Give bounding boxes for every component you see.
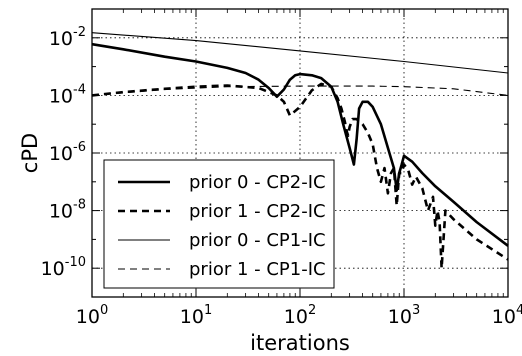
y-tick-label: 10-4 [49, 82, 86, 107]
x-tick-label: 102 [284, 303, 316, 328]
legend-item: prior 1 - CP2-IC [118, 201, 326, 222]
legend-item: prior 0 - CP1-IC [118, 230, 326, 251]
y-tick-label: 10-6 [49, 140, 86, 165]
y-tick-label: 10-8 [49, 198, 86, 223]
x-tick-label: 100 [76, 303, 108, 328]
series-line-3 [91, 85, 509, 96]
tick-labels: 100 101 102 103 104 10-2 10-4 10-6 10-8 10-10 [41, 25, 522, 328]
x-tick-label: 103 [388, 303, 420, 328]
legend-label: prior 0 - CP2-IC [189, 172, 326, 193]
series-line-0 [91, 42, 509, 247]
y-axis-title: cPD [18, 133, 42, 173]
legend: prior 0 - CP2-IC prior 1 - CP2-IC prior 0 … [103, 159, 335, 289]
plot-frame [91, 8, 509, 298]
series-line-2 [91, 32, 509, 74]
y-tick-label: 10-2 [49, 25, 86, 50]
x-axis-title: iterations [250, 331, 350, 355]
legend-label: prior 1 - CP2-IC [189, 201, 326, 222]
legend-label: prior 0 - CP1-IC [189, 230, 326, 251]
x-tick-label: 101 [180, 303, 212, 328]
y-tick-label: 10-10 [41, 255, 86, 280]
series-lines [91, 32, 509, 270]
series-line-1 [91, 82, 509, 270]
legend-label: prior 1 - CP1-IC [189, 259, 326, 280]
legend-item: prior 0 - CP2-IC [118, 172, 326, 193]
legend-item: prior 1 - CP1-IC [118, 259, 326, 280]
x-tick-label: 104 [492, 303, 522, 328]
